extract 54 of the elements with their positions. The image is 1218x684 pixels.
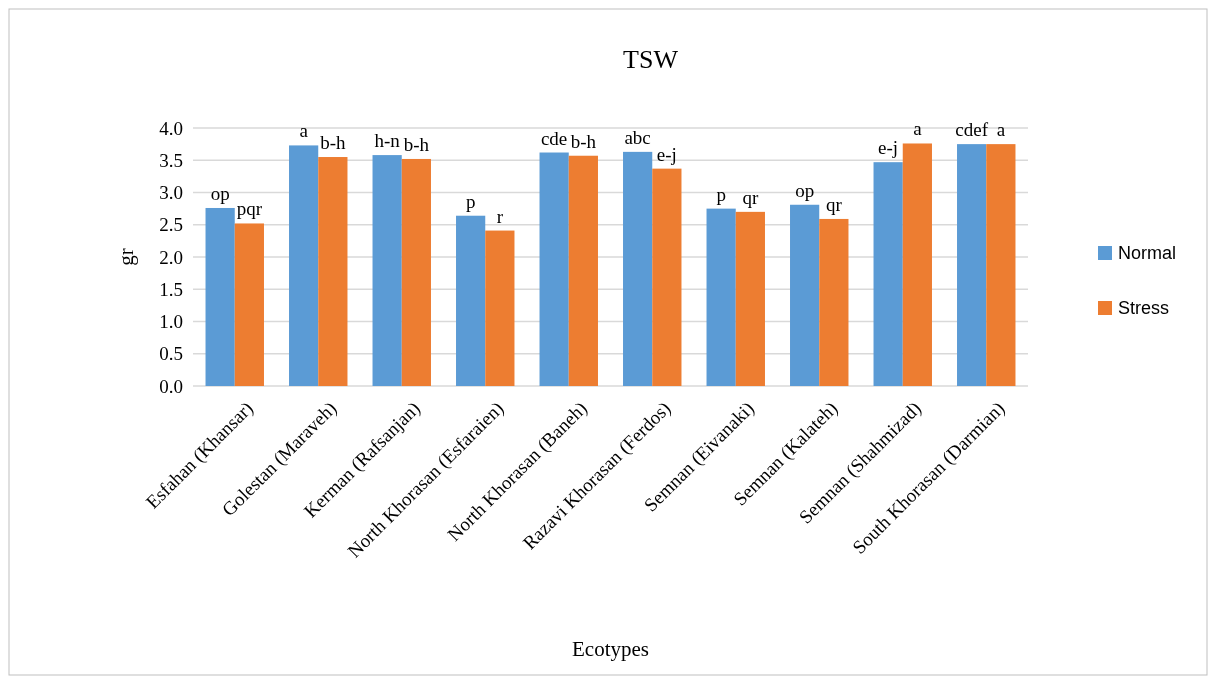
data-label: a bbox=[913, 118, 923, 140]
y-axis-title: gr bbox=[114, 248, 138, 266]
bar bbox=[706, 208, 736, 386]
data-label: abc bbox=[624, 126, 651, 148]
bar bbox=[568, 155, 598, 386]
bar bbox=[902, 143, 932, 386]
y-tick-label: 0.5 bbox=[159, 343, 183, 365]
bar bbox=[873, 162, 903, 386]
y-tick-label: 3.0 bbox=[159, 182, 183, 204]
y-tick-label: 1.0 bbox=[159, 311, 183, 333]
bar bbox=[986, 144, 1016, 386]
data-label: a bbox=[299, 120, 309, 142]
bar bbox=[372, 155, 402, 386]
data-label: op bbox=[210, 182, 230, 204]
bar bbox=[485, 230, 515, 386]
data-label: op bbox=[795, 179, 815, 201]
bar bbox=[289, 145, 319, 386]
data-label: b-h bbox=[570, 130, 597, 152]
bar bbox=[539, 152, 569, 386]
bar bbox=[957, 144, 987, 386]
y-tick-label: 2.5 bbox=[159, 214, 183, 236]
legend-label: Normal bbox=[1118, 243, 1177, 264]
data-label: r bbox=[496, 205, 504, 227]
bar bbox=[652, 168, 682, 386]
data-label: pqr bbox=[236, 198, 263, 220]
x-axis-title: Ecotypes bbox=[572, 637, 649, 661]
bar bbox=[819, 218, 849, 386]
data-label: a bbox=[996, 119, 1006, 141]
data-label: qr bbox=[825, 193, 843, 215]
bar bbox=[735, 211, 765, 386]
data-label: b-h bbox=[320, 132, 347, 154]
y-tick-label: 1.5 bbox=[159, 278, 183, 300]
data-label: h-n bbox=[374, 130, 401, 152]
y-tick-label: 3.5 bbox=[159, 149, 183, 171]
chart-title: TSW bbox=[623, 45, 679, 74]
bar bbox=[205, 207, 235, 386]
y-tick-label: 0.0 bbox=[159, 375, 183, 397]
bar bbox=[234, 223, 264, 386]
bar bbox=[401, 158, 431, 386]
y-tick-label: 4.0 bbox=[159, 117, 183, 139]
data-label: cdef bbox=[955, 119, 989, 141]
y-tick-label: 2.0 bbox=[159, 246, 183, 268]
data-label: b-h bbox=[403, 133, 430, 155]
bar bbox=[623, 151, 653, 386]
bar bbox=[318, 157, 348, 386]
data-label: cde bbox=[540, 127, 568, 149]
data-label: p bbox=[465, 190, 476, 212]
legend-label: Stress bbox=[1118, 298, 1170, 319]
data-label: qr bbox=[742, 186, 759, 208]
bar bbox=[790, 204, 820, 386]
data-label: e-j bbox=[878, 137, 899, 159]
data-label: e-j bbox=[656, 143, 677, 165]
bar bbox=[456, 215, 486, 386]
data-label: p bbox=[716, 183, 726, 205]
